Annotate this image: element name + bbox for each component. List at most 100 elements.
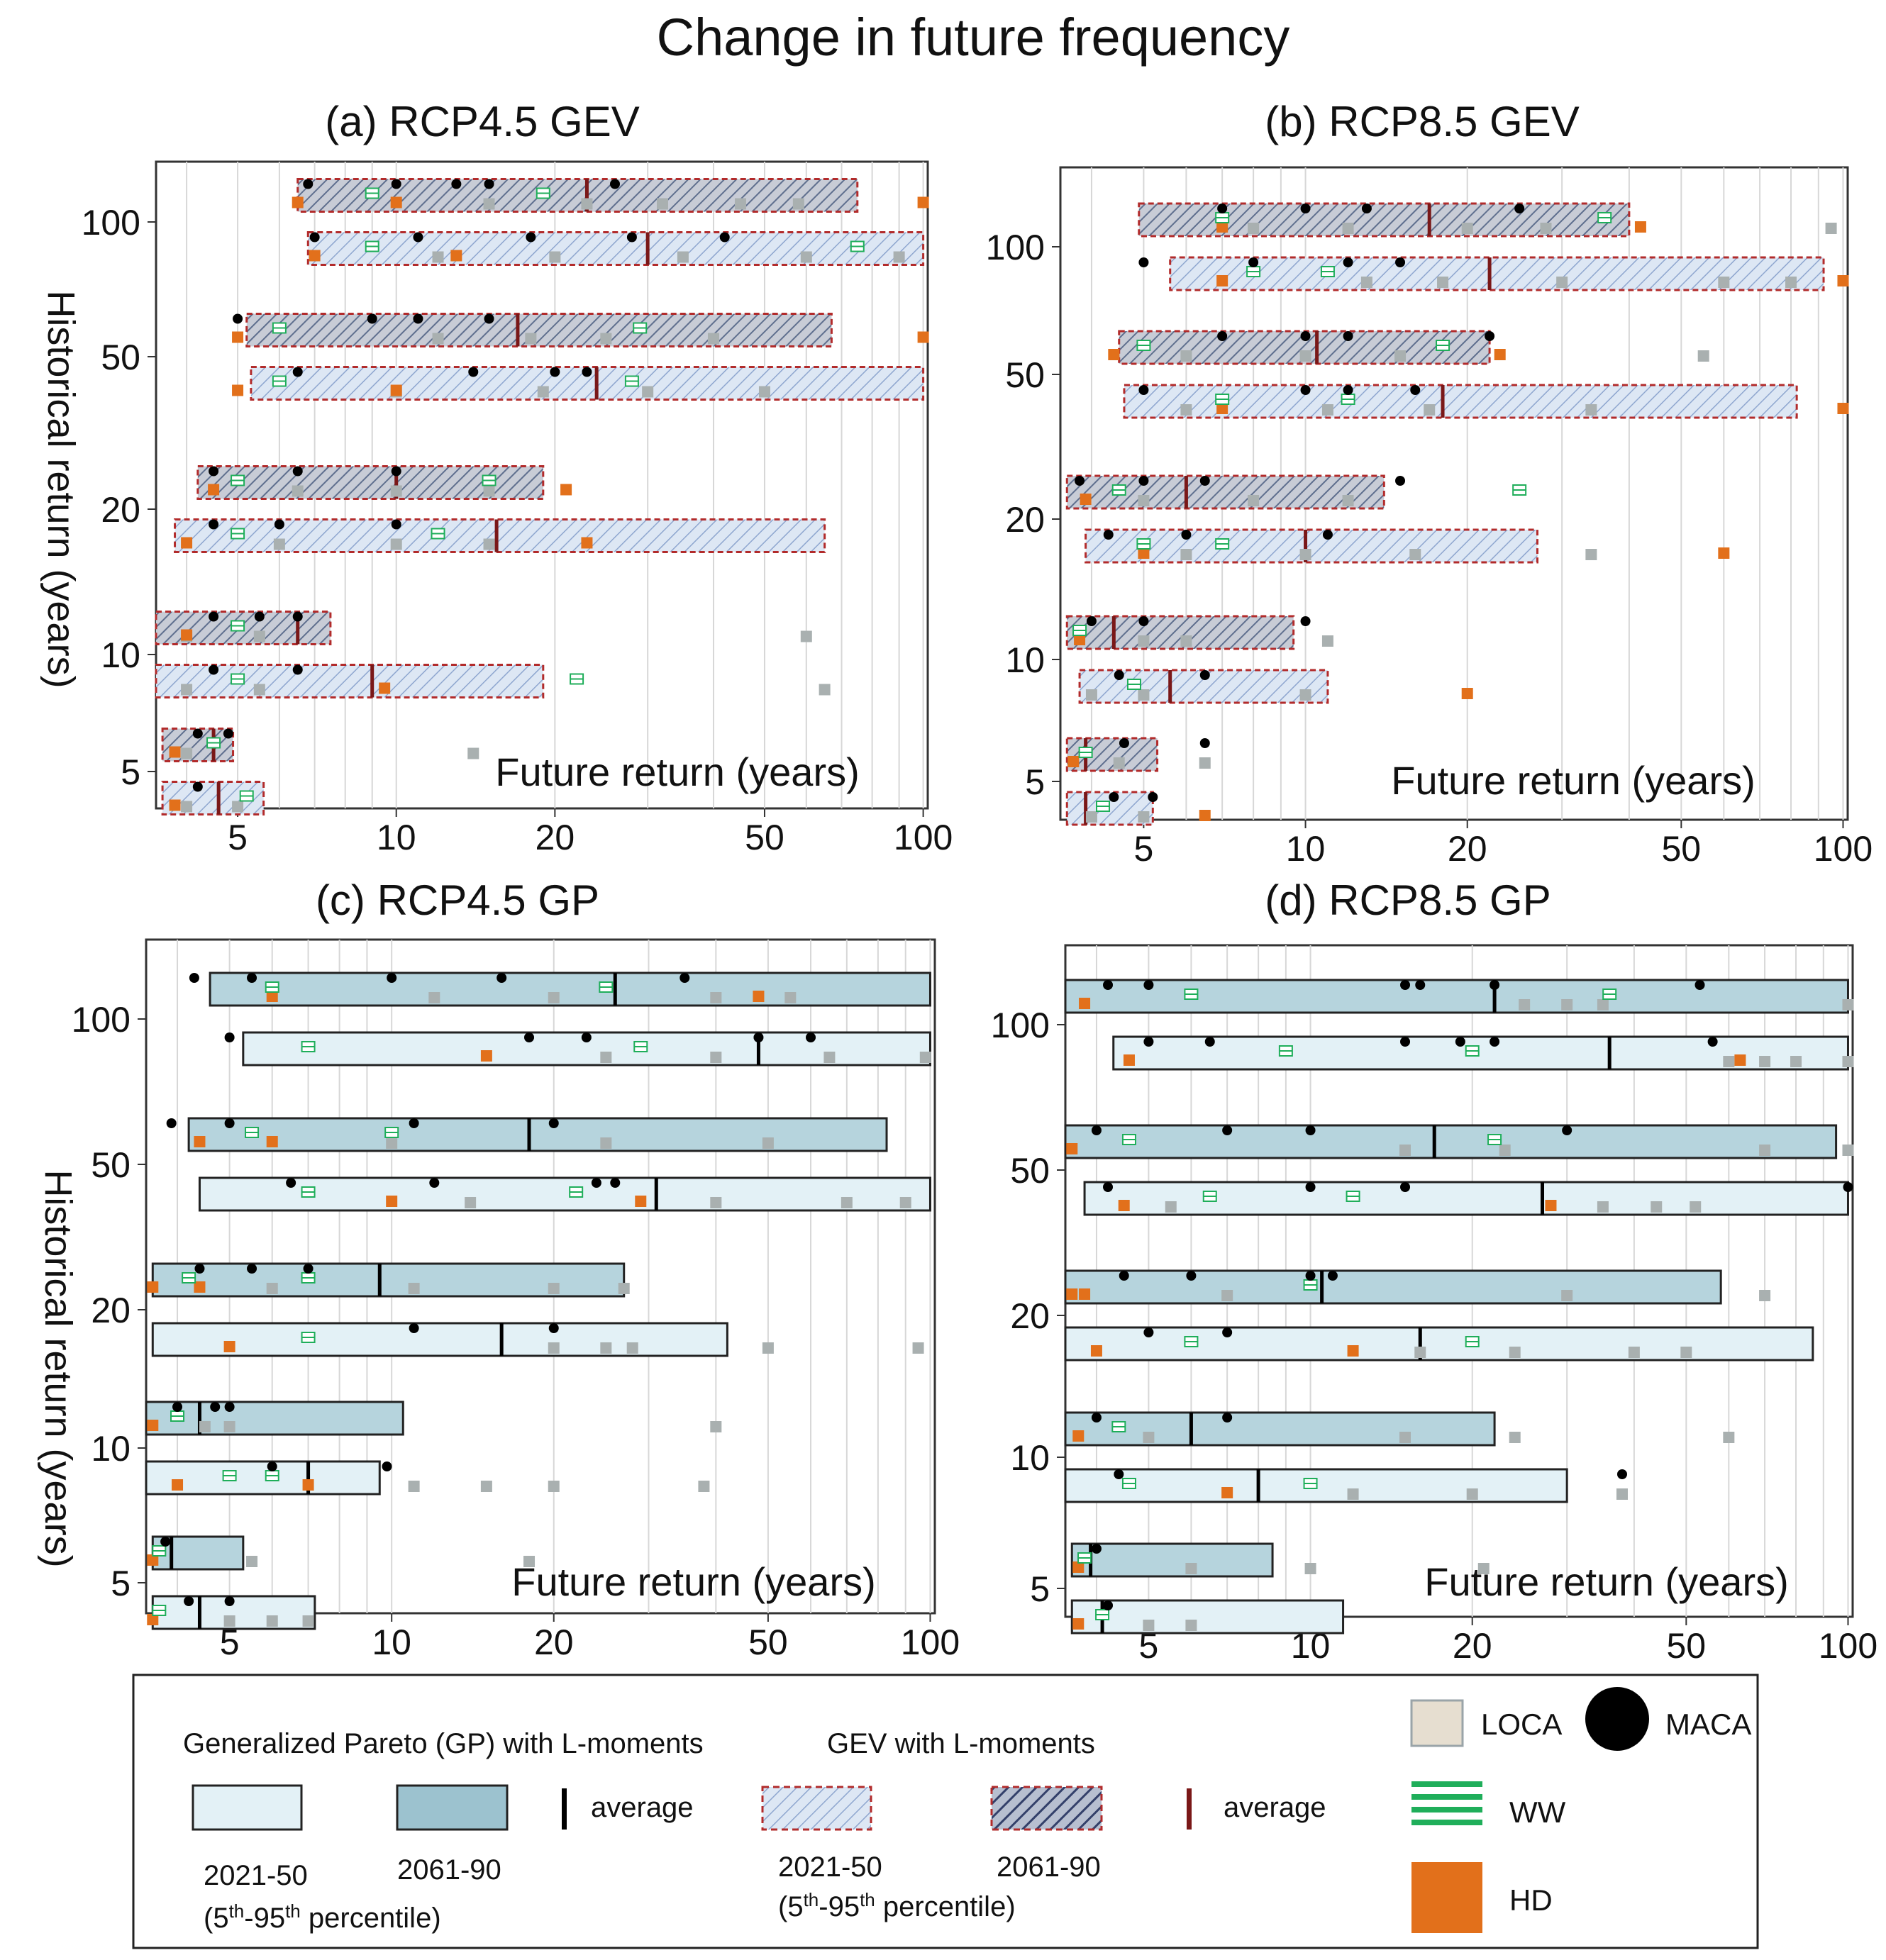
average-mark bbox=[197, 1596, 201, 1629]
loca-point bbox=[600, 1137, 612, 1149]
hd-point bbox=[450, 250, 462, 262]
loca-point bbox=[253, 684, 265, 696]
maca-point bbox=[1091, 1125, 1102, 1135]
y-tick-label: 50 bbox=[91, 1145, 131, 1185]
loca-point bbox=[762, 1137, 774, 1149]
legend-gev-swatch-2061-90 bbox=[990, 1786, 1103, 1831]
y-tick-label: 20 bbox=[91, 1291, 131, 1330]
bar-hist-20-2061-90 bbox=[151, 1262, 626, 1298]
y-tick-label: 5 bbox=[1030, 1569, 1050, 1609]
hd-point bbox=[1199, 810, 1211, 821]
maca-point bbox=[429, 1178, 440, 1188]
maca-point bbox=[1143, 1037, 1154, 1047]
panels: (a) RCP4.5 GEV 5 10 20 50 100 5 10 20 50 100 Histor… bbox=[37, 98, 1877, 1666]
hd-point bbox=[172, 1479, 184, 1491]
bar-hist-10-2061-90 bbox=[1065, 615, 1295, 650]
maca-point bbox=[1616, 1469, 1627, 1479]
average-mark bbox=[499, 1323, 504, 1356]
maca-point bbox=[160, 1537, 171, 1547]
loca-point bbox=[1248, 223, 1260, 234]
hd-point bbox=[232, 331, 244, 343]
loca-point bbox=[1561, 999, 1573, 1010]
loca-point bbox=[581, 198, 593, 210]
average-mark bbox=[1315, 331, 1319, 364]
maca-point bbox=[1222, 1327, 1233, 1337]
maca-point bbox=[1204, 1037, 1215, 1047]
hd-point bbox=[917, 196, 929, 208]
maca-point bbox=[591, 1178, 601, 1188]
loca-point bbox=[1680, 1347, 1692, 1358]
maca-point bbox=[548, 1323, 559, 1333]
loca-point bbox=[1399, 1145, 1411, 1156]
bar-hist-10-2061-90 bbox=[145, 1401, 404, 1436]
loca-point bbox=[710, 1052, 722, 1063]
maca-point bbox=[387, 973, 397, 983]
loca-point bbox=[1585, 549, 1597, 560]
x-tick-label: 10 bbox=[1286, 829, 1326, 869]
loca-point bbox=[600, 333, 612, 345]
hd-point bbox=[1066, 1143, 1078, 1154]
loca-point bbox=[1113, 757, 1125, 769]
loca-point bbox=[1499, 1145, 1511, 1156]
average-mark bbox=[306, 1461, 311, 1494]
maca-point bbox=[1455, 1037, 1465, 1047]
maca-point bbox=[1103, 980, 1114, 990]
maca-point bbox=[1138, 385, 1149, 395]
legend-gev-period-early: 2021-50 bbox=[778, 1852, 882, 1883]
hd-point bbox=[1123, 1054, 1135, 1066]
loca-point bbox=[919, 1052, 931, 1063]
loca-point bbox=[483, 198, 495, 210]
loca-point bbox=[710, 1197, 722, 1208]
legend-gev-average-mark bbox=[1187, 1788, 1192, 1830]
average-mark bbox=[197, 1402, 201, 1435]
loca-point bbox=[1651, 1201, 1663, 1213]
hd-point bbox=[480, 1050, 492, 1062]
loca-point bbox=[1585, 404, 1597, 416]
maca-point bbox=[413, 232, 423, 243]
loca-point bbox=[465, 1197, 477, 1208]
legend-gev-average-label: average bbox=[1224, 1792, 1326, 1823]
loca-point bbox=[523, 1556, 536, 1567]
maca-point bbox=[753, 1032, 764, 1042]
average-mark bbox=[1487, 257, 1492, 290]
legend-hd-label: HD bbox=[1509, 1883, 1553, 1917]
panel-b: (b) RCP8.5 GEV 5 10 20 50 100 5 10 20 50 100 Future… bbox=[986, 98, 1873, 869]
y-tick-label: 10 bbox=[1010, 1438, 1050, 1478]
hd-point bbox=[1734, 1054, 1746, 1066]
hd-point bbox=[1216, 403, 1228, 414]
x-tick-label: 5 bbox=[1133, 829, 1153, 869]
average-mark bbox=[1304, 530, 1308, 562]
hd-point bbox=[635, 1196, 647, 1207]
panel-c: (c) RCP4.5 GP5 10 20 50 1005102050100Histori… bbox=[37, 876, 960, 1662]
hd-point bbox=[1634, 221, 1646, 233]
loca-point bbox=[1437, 277, 1449, 288]
legend-maca-label: MACA bbox=[1665, 1708, 1751, 1741]
maca-point bbox=[550, 367, 560, 377]
average-mark bbox=[1441, 385, 1445, 418]
x-axis-label: Future return (years) bbox=[495, 750, 860, 794]
loca-point bbox=[483, 538, 495, 550]
hd-point bbox=[581, 537, 593, 549]
maca-point bbox=[413, 313, 423, 324]
maca-point bbox=[247, 973, 257, 983]
hd-point bbox=[266, 1136, 278, 1147]
hd-point bbox=[1072, 1561, 1085, 1573]
maca-point bbox=[1199, 738, 1210, 748]
maca-point bbox=[292, 466, 303, 477]
loca-point bbox=[1143, 1432, 1155, 1443]
legend-gp-swatch-2061-90 bbox=[396, 1784, 509, 1831]
hd-point bbox=[1216, 275, 1228, 286]
average-mark bbox=[1084, 792, 1088, 825]
hd-point bbox=[390, 196, 402, 208]
loca-point bbox=[1138, 811, 1150, 823]
y-tick-label: 100 bbox=[82, 203, 140, 243]
loca-point bbox=[819, 684, 831, 696]
loca-point bbox=[1697, 350, 1709, 362]
loca-point bbox=[181, 801, 193, 813]
x-tick-label: 20 bbox=[1453, 1626, 1492, 1666]
loca-point bbox=[1409, 549, 1421, 560]
maca-point bbox=[409, 1118, 419, 1128]
y-tick-label: 20 bbox=[1010, 1296, 1050, 1336]
maca-point bbox=[581, 1032, 592, 1042]
loca-point bbox=[1299, 549, 1311, 560]
